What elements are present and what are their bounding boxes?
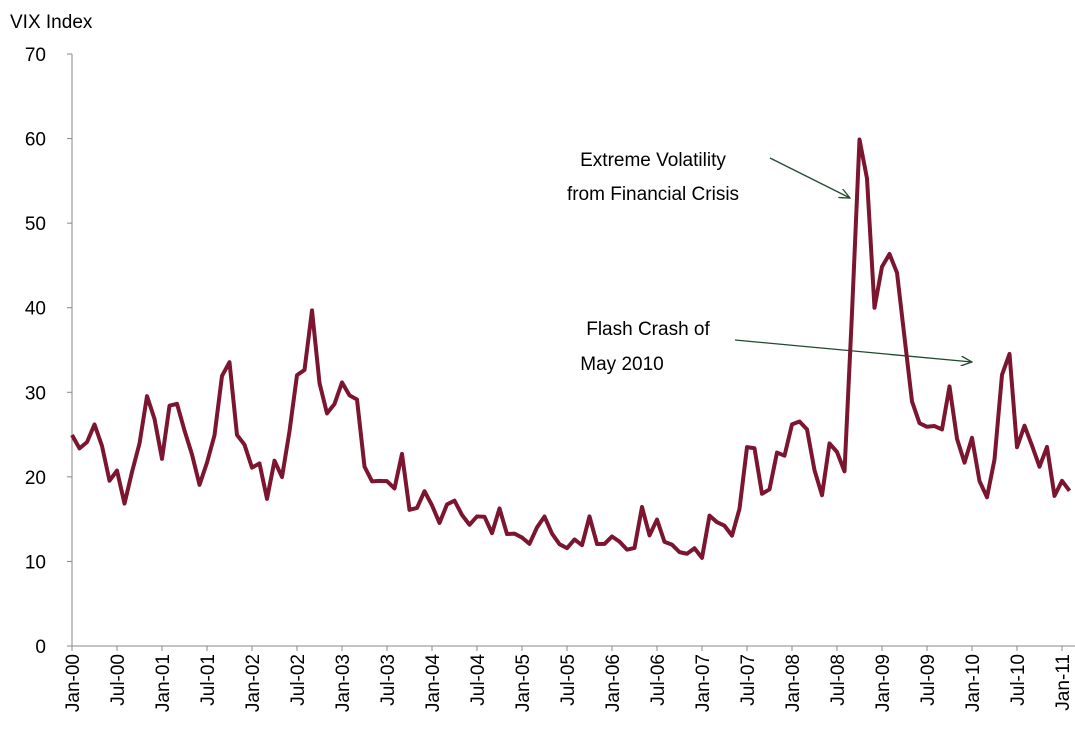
x-tick-label: Jan-08	[783, 654, 804, 712]
y-tick-label: 0	[35, 637, 46, 658]
x-tick-label: Jan-03	[333, 654, 354, 712]
annotation: from Financial Crisis	[567, 184, 739, 205]
x-tick-label: Jul-07	[738, 654, 759, 706]
x-tick-label: Jul-01	[198, 654, 219, 706]
x-tick-label: Jan-04	[423, 654, 444, 713]
x-tick-label: Jan-05	[513, 654, 534, 712]
x-tick-label: Jul-04	[468, 654, 489, 706]
annotation-arrow	[734, 339, 972, 362]
x-tick-label: Jul-03	[378, 654, 399, 706]
x-tick-label: Jul-02	[288, 654, 309, 706]
x-tick-label: Jul-06	[648, 654, 669, 706]
y-tick-label: 60	[25, 130, 46, 151]
x-tick-label: Jan-01	[153, 654, 174, 712]
y-tick-label: 30	[25, 383, 46, 404]
data-line	[70, 137, 1072, 560]
x-tick-label: Jul-10	[1008, 654, 1029, 706]
x-tick-label: Jul-08	[828, 654, 849, 706]
x-tick-label: Jul-09	[918, 654, 939, 706]
x-tick-label: Jan-10	[963, 654, 984, 712]
annotation: Extreme Volatility	[580, 150, 726, 171]
y-tick-label: 40	[25, 299, 46, 320]
y-tick-label: 10	[25, 552, 46, 573]
x-tick-label: Jul-00	[108, 654, 129, 706]
x-tick-label: Jan-02	[243, 654, 264, 712]
annotation-arrow	[769, 157, 850, 198]
x-tick-label: Jan-00	[63, 654, 84, 712]
y-axis-label: VIX Index	[10, 12, 93, 33]
y-tick-label: 70	[25, 45, 46, 66]
x-tick-label: Jan-07	[693, 654, 714, 712]
x-tick-label: Jul-05	[558, 654, 579, 706]
x-tick-label: Jan-09	[873, 654, 894, 712]
x-tick-label: Jan-11	[1053, 654, 1074, 711]
annotation: May 2010	[580, 354, 663, 375]
y-tick-label: 50	[25, 214, 46, 235]
x-tick-label: Jan-06	[603, 654, 624, 712]
y-tick-label: 20	[25, 468, 46, 489]
annotation: Flash Crash of	[586, 319, 710, 340]
